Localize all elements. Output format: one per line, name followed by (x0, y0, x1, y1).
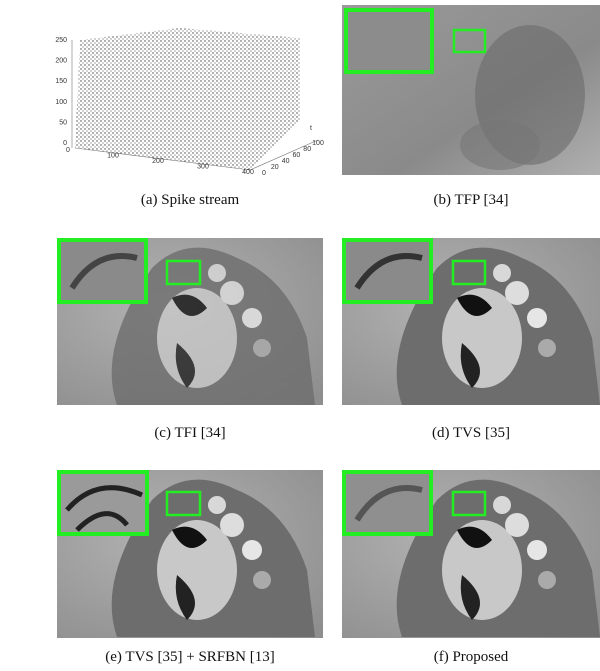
z-tick-label: 50 (59, 119, 67, 126)
z-tick-label: 250 (55, 37, 67, 44)
caption: (f) Proposed (434, 649, 509, 665)
x-tick-label: 200 (152, 158, 164, 165)
t-tick-label: 60 (293, 152, 301, 159)
t-tick-label: 20 (271, 164, 279, 171)
t-tick-label: 100 (312, 140, 324, 147)
t-tick-label: 80 (303, 146, 311, 153)
x-tick-label: 0 (66, 147, 70, 154)
t-tick-label: 40 (282, 158, 290, 165)
axis-label: t (310, 125, 312, 132)
z-tick-label: 100 (55, 99, 67, 106)
caption: (c) TFI [34] (154, 425, 225, 441)
x-tick-label: 400 (242, 169, 254, 176)
t-tick-label: 0 (262, 170, 266, 177)
caption: (b) TFP [34] (434, 192, 509, 208)
caption: (d) TVS [35] (432, 425, 510, 441)
x-tick-label: 300 (197, 164, 209, 171)
image-tvs (342, 238, 600, 405)
figure: 0501001502002500100200300400020406080100… (0, 0, 600, 671)
spike-plot (72, 28, 318, 170)
z-tick-label: 0 (63, 140, 67, 147)
caption: (e) TVS [35] + SRFBN [13] (105, 649, 274, 665)
z-tick-label: 150 (55, 78, 67, 85)
image-tfp (342, 5, 600, 175)
image-proposed (342, 470, 600, 638)
caption: (a) Spike stream (141, 192, 240, 208)
x-tick-label: 100 (107, 153, 119, 160)
image-tfi (57, 238, 323, 405)
image-tvs-srfbn (57, 470, 323, 638)
z-tick-label: 200 (55, 58, 67, 65)
